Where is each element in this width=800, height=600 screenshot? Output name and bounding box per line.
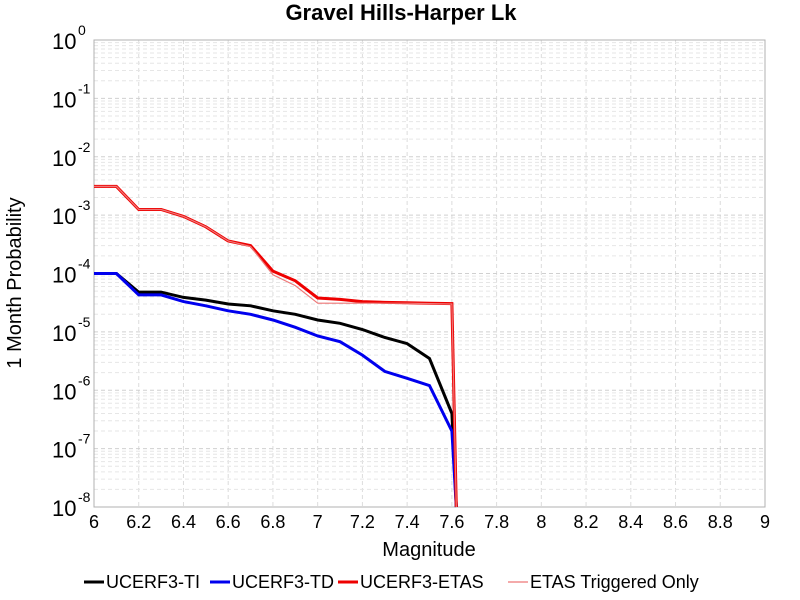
x-tick-label: 8.4	[618, 512, 643, 532]
y-tick-base: 10	[52, 29, 76, 54]
legend-item: UCERF3-TD	[210, 572, 334, 592]
legend-label: UCERF3-ETAS	[360, 572, 484, 592]
y-tick-base: 10	[52, 379, 76, 404]
series-line-2	[94, 184, 458, 508]
x-tick-label: 7.6	[439, 512, 464, 532]
x-tick-label: 8.2	[574, 512, 599, 532]
y-tick-label: 10 -5	[52, 314, 91, 346]
x-tick-label: 8.6	[663, 512, 688, 532]
y-tick-label: 10 -6	[52, 372, 91, 404]
legend-item: UCERF3-TI	[84, 572, 200, 592]
y-tick-exponent: 0	[78, 22, 86, 38]
y-tick-exponent: -6	[78, 372, 91, 388]
y-tick-exponent: -7	[78, 431, 91, 447]
x-tick-label: 8	[536, 512, 546, 532]
legend-item: ETAS Triggered Only	[508, 572, 699, 592]
x-tick-label: 6	[89, 512, 99, 532]
y-tick-label: 10 -8	[52, 489, 91, 521]
y-tick-exponent: -2	[78, 139, 91, 155]
y-tick-base: 10	[52, 496, 76, 521]
y-tick-exponent: -8	[78, 489, 91, 505]
y-tick-base: 10	[52, 204, 76, 229]
x-axis-ticks: 6 6.2 6.4 6.6 6.8 7 7.2 7.4 7.6 7.8 8 8.2 8.4 8.6 8.8 9	[89, 512, 770, 532]
y-tick-label: 10 -2	[52, 139, 91, 171]
x-axis-label: Magnitude	[382, 539, 475, 561]
y-tick-base: 10	[52, 263, 76, 288]
x-tick-label: 9	[760, 512, 770, 532]
x-tick-label: 7.8	[484, 512, 509, 532]
y-axis-label: 1 Month Probability	[4, 197, 26, 368]
series-line-0	[94, 272, 458, 508]
x-tick-label: 7.2	[350, 512, 375, 532]
series-layer	[94, 184, 458, 508]
x-tick-label: 7	[313, 512, 323, 532]
x-tick-label: 7.4	[395, 512, 420, 532]
legend-item: UCERF3-ETAS	[338, 572, 484, 592]
x-tick-label: 6.2	[126, 512, 151, 532]
y-tick-label: 10 -7	[52, 431, 91, 463]
y-tick-exponent: -1	[78, 80, 91, 96]
x-tick-label: 8.8	[708, 512, 733, 532]
y-tick-label: 10 -3	[52, 197, 91, 229]
legend-label: UCERF3-TD	[232, 572, 334, 592]
series-line-1	[94, 272, 458, 508]
chart-title: Gravel Hills-Harper Lk	[285, 0, 517, 25]
y-tick-exponent: -5	[78, 314, 91, 330]
y-tick-label: 10 -1	[52, 80, 91, 112]
y-tick-label: 10 -4	[52, 256, 91, 288]
y-tick-base: 10	[52, 146, 76, 171]
series-line-3	[94, 185, 457, 508]
y-tick-base: 10	[52, 87, 76, 112]
legend-label: UCERF3-TI	[106, 572, 200, 592]
y-tick-base: 10	[52, 438, 76, 463]
y-tick-label: 10 0	[52, 22, 86, 54]
x-tick-label: 6.4	[171, 512, 196, 532]
legend: UCERF3-TI UCERF3-TD UCERF3-ETAS ETAS Trigge…	[84, 572, 699, 592]
y-tick-exponent: -3	[78, 197, 91, 213]
legend-label: ETAS Triggered Only	[530, 572, 699, 592]
grid	[93, 40, 766, 508]
y-tick-exponent: -4	[78, 256, 91, 272]
x-tick-label: 6.6	[216, 512, 241, 532]
x-tick-label: 6.8	[260, 512, 285, 532]
y-tick-base: 10	[52, 321, 76, 346]
